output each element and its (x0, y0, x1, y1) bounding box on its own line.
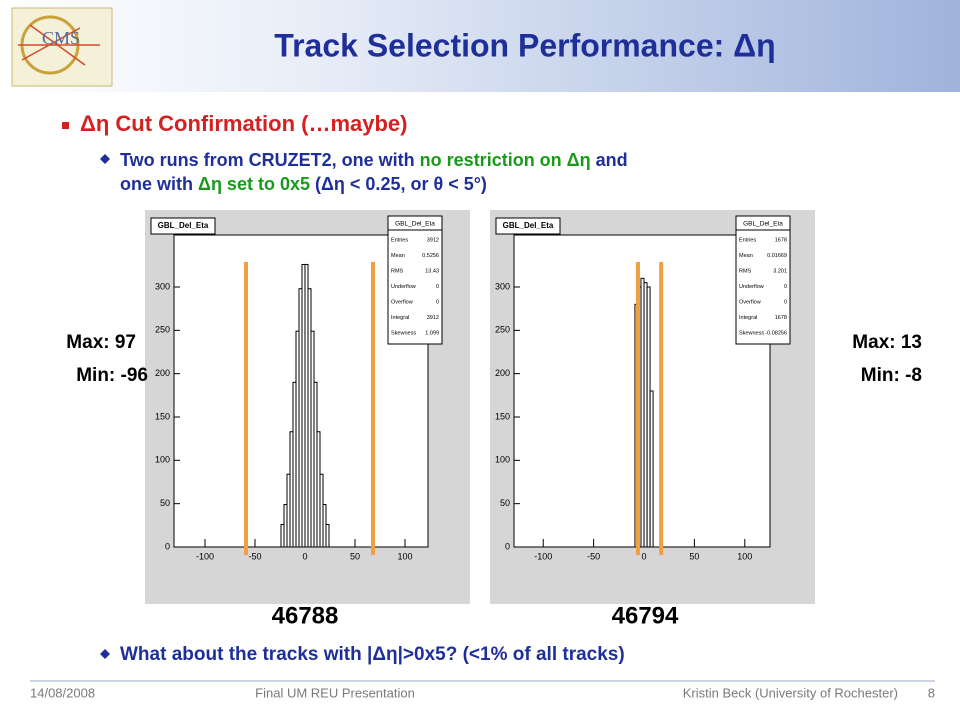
y-tick-label: 100 (155, 455, 170, 465)
x-tick-label: 50 (350, 551, 360, 561)
stats-title: GBL_Del_Eta (395, 221, 435, 228)
header-band (0, 0, 960, 92)
y-tick-label: 200 (155, 368, 170, 378)
sub-bullet-line: one with Δη set to 0x5 (Δη < 0.25, or θ … (120, 174, 487, 194)
stats-box (735, 215, 791, 345)
x-tick-label: 0 (642, 551, 647, 561)
stats-label: Skewness (739, 330, 764, 336)
bottom-bullet: What about the tracks with |Δη|>0x5? (<1… (120, 644, 625, 665)
sub-bullet-marker (100, 154, 110, 164)
footer-event: Final UM REU Presentation (255, 685, 415, 700)
text-segment: one with (120, 174, 198, 194)
x-tick-label: 0 (302, 551, 307, 561)
stats-label: Integral (739, 315, 757, 321)
bullet-marker (62, 122, 69, 129)
stats-label: RMS (739, 268, 752, 274)
stats-label: Entries (391, 237, 408, 243)
sub-bullet-marker (100, 649, 110, 659)
stats-label: Overflow (391, 299, 413, 305)
x-tick-label: 50 (689, 551, 699, 561)
stats-value: 0 (784, 284, 787, 290)
stats-label: Mean (391, 253, 405, 259)
stats-label: Underflow (739, 284, 764, 290)
stats-box (387, 215, 443, 345)
stats-label: Entries (739, 237, 756, 243)
histogram-bin (649, 390, 654, 548)
sub-bullet-line: Two runs from CRUZET2, one with no restr… (120, 150, 628, 170)
y-tick-label: 50 (500, 498, 510, 508)
text-segment: Δη set to 0x5 (198, 174, 310, 194)
x-tick-label: -100 (196, 551, 214, 561)
x-tick-label: -50 (248, 551, 261, 561)
y-tick-label: 0 (505, 541, 510, 551)
min-label: Min: -8 (861, 365, 922, 386)
plot-title-box (150, 217, 216, 235)
stats-label: Mean (739, 253, 753, 259)
stats-label: Overflow (739, 299, 761, 305)
min-label: Min: -96 (76, 365, 148, 386)
stats-value: 0 (436, 284, 439, 290)
stats-value: 1.099 (425, 330, 439, 336)
cms-logo: CMS (11, 7, 113, 87)
stats-label: RMS (391, 268, 404, 274)
stats-value: 0 (436, 299, 439, 305)
stats-value: 0 (784, 299, 787, 305)
stats-value: 3912 (427, 315, 439, 321)
stats-value: 3.201 (773, 268, 787, 274)
stats-value: 1678 (775, 315, 787, 321)
stats-value: 0.01669 (767, 253, 787, 259)
footer-page: 8 (928, 685, 935, 700)
svg-text:CMS: CMS (42, 28, 80, 48)
stats-label: Skewness (391, 330, 416, 336)
run-number: 46788 (272, 602, 339, 629)
max-label: Max: 13 (852, 332, 922, 353)
text-segment: Two runs from CRUZET2, one with (120, 150, 420, 170)
footer-date: 14/08/2008 (30, 685, 95, 700)
stats-value: -0.08256 (765, 330, 787, 336)
y-tick-label: 0 (165, 541, 170, 551)
slide-title: Track Selection Performance: Δη (274, 27, 775, 63)
max-label: Max: 97 (66, 332, 136, 353)
stats-value: 3912 (427, 237, 439, 243)
x-tick-label: -50 (587, 551, 600, 561)
stats-label: Integral (391, 315, 409, 321)
y-tick-label: 250 (155, 325, 170, 335)
plot-title: GBL_Del_Eta (158, 221, 209, 230)
plot-frame (173, 234, 429, 548)
x-tick-label: 100 (737, 551, 752, 561)
x-tick-label: 100 (397, 551, 412, 561)
y-tick-label: 300 (495, 281, 510, 291)
plot-title-box (495, 217, 561, 235)
run-number: 46794 (612, 602, 679, 629)
y-tick-label: 150 (155, 411, 170, 421)
y-tick-label: 250 (495, 325, 510, 335)
y-tick-label: 50 (160, 498, 170, 508)
stats-value: 1678 (775, 237, 787, 243)
footer-author: Kristin Beck (University of Rochester) (683, 685, 898, 700)
y-tick-label: 300 (155, 281, 170, 291)
text-segment: no restriction on Δη (420, 150, 591, 170)
stats-label: Underflow (391, 284, 416, 290)
x-tick-label: -100 (534, 551, 552, 561)
stats-value: 13.43 (425, 268, 439, 274)
text-segment: (Δη < 0.25, or θ < 5°) (310, 174, 487, 194)
plot-title: GBL_Del_Eta (503, 221, 554, 230)
text-segment: and (591, 150, 628, 170)
y-tick-label: 150 (495, 411, 510, 421)
plot-frame (513, 234, 771, 548)
y-tick-label: 200 (495, 368, 510, 378)
stats-value: 0.5256 (422, 253, 439, 259)
bullet: Δη Cut Confirmation (…maybe) (80, 111, 407, 136)
y-tick-label: 100 (495, 455, 510, 465)
stats-title: GBL_Del_Eta (743, 221, 783, 228)
histogram-bin (325, 523, 330, 548)
